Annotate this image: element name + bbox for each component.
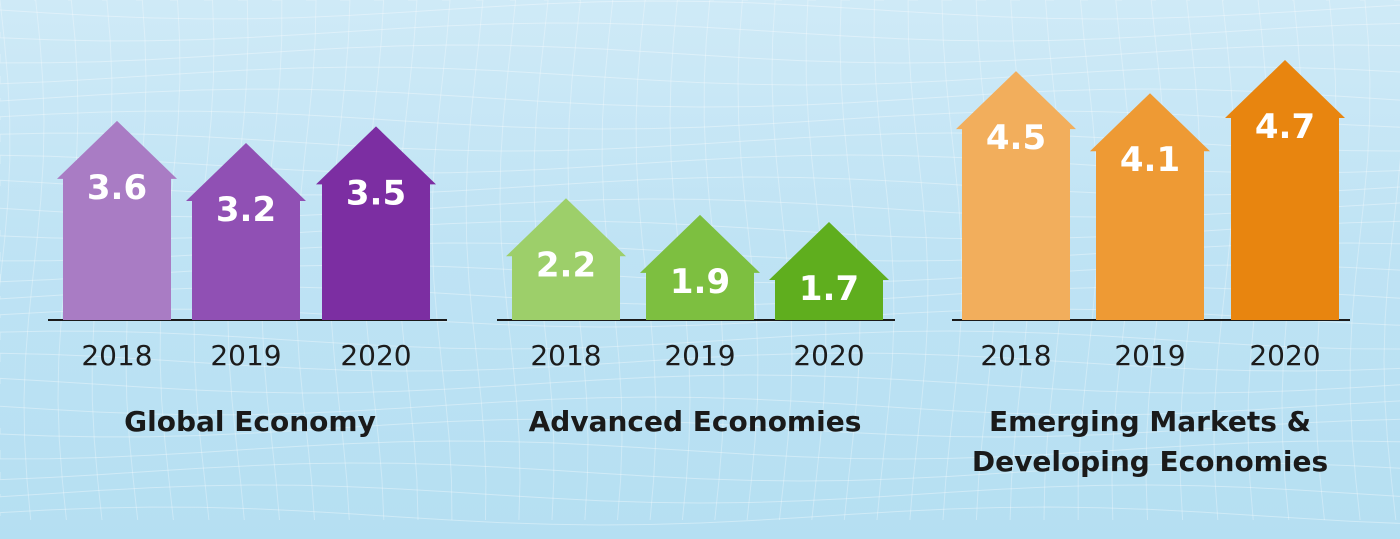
value-label: 1.7 — [799, 269, 859, 309]
x-tick-label: 2018 — [81, 339, 152, 372]
x-tick-label: 2019 — [664, 339, 735, 372]
value-label: 3.5 — [346, 173, 406, 213]
bar-arrow — [769, 222, 889, 320]
chart-title-advanced: Advanced Economies — [528, 405, 862, 438]
x-tick-label: 2018 — [530, 339, 601, 372]
chart-title-emerging-line-2: Developing Economies — [971, 445, 1329, 478]
bar-arrow — [186, 142, 306, 320]
value-label: 3.2 — [216, 190, 276, 230]
value-label: 4.5 — [986, 118, 1046, 158]
x-tick-label: 2020 — [1249, 339, 1320, 372]
bar-arrow — [1090, 93, 1210, 320]
x-tick-label: 2018 — [980, 339, 1051, 372]
x-tick-label: 2020 — [793, 339, 864, 372]
bar-arrow — [506, 198, 626, 320]
bar-arrow — [316, 126, 436, 320]
bar-arrow — [640, 214, 760, 320]
chart-title-emerging: Emerging Markets & Developing Economies — [935, 402, 1365, 482]
x-tick-label: 2019 — [1114, 339, 1185, 372]
value-label: 3.6 — [87, 168, 147, 208]
value-label: 2.2 — [536, 245, 596, 285]
x-tick-label: 2019 — [210, 339, 281, 372]
bar-arrow — [57, 120, 177, 320]
bar-arrow — [1225, 60, 1345, 320]
value-label: 1.9 — [670, 262, 730, 302]
value-label: 4.7 — [1255, 107, 1315, 147]
chart-title-emerging-line-1: Emerging Markets & — [988, 405, 1312, 438]
bar-arrow — [956, 71, 1076, 320]
value-label: 4.1 — [1120, 140, 1180, 180]
chart-title-global: Global Economy — [124, 405, 376, 438]
x-tick-label: 2020 — [340, 339, 411, 372]
